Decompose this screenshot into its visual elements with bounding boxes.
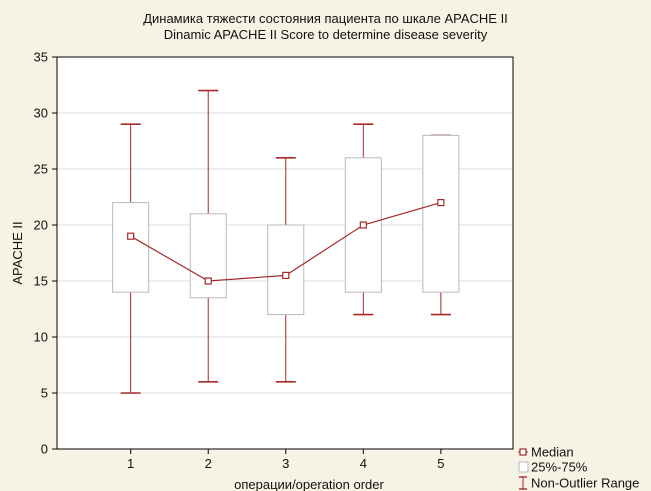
legend-box-label: 25%-75% <box>531 460 588 475</box>
iqr-box <box>189 213 227 299</box>
x-tick-label: 2 <box>205 456 212 471</box>
y-tick-label: 25 <box>34 162 48 177</box>
chart-subtitle: Dinamic APACHE II Score to determine dis… <box>163 27 488 42</box>
plot-frame <box>56 56 514 450</box>
median-point <box>437 199 445 207</box>
y-tick-label: 20 <box>34 218 48 233</box>
y-tick-label: 10 <box>34 330 48 345</box>
iqr-box <box>112 202 150 293</box>
median-point <box>204 277 212 285</box>
x-axis-label: операции/operation order <box>234 477 384 491</box>
y-tick-label: 5 <box>41 386 48 401</box>
legend-range-label: Non-Outlier Range <box>531 476 639 491</box>
y-tick-label: 35 <box>34 50 48 65</box>
legend-box-icon <box>518 461 529 473</box>
median-point <box>127 232 135 240</box>
median-point <box>359 221 367 229</box>
legend-median-label: Median <box>531 445 574 460</box>
x-tick-label: 1 <box>127 456 134 471</box>
x-tick-label: 5 <box>437 456 444 471</box>
iqr-box <box>267 224 305 316</box>
median-point <box>282 271 290 279</box>
y-tick-label: 0 <box>41 442 48 457</box>
legend-median-icon <box>519 448 527 456</box>
chart-title: Динамика тяжести состояния пациента по ш… <box>143 11 508 26</box>
iqr-box <box>422 134 460 293</box>
x-tick-label: 4 <box>360 456 367 471</box>
y-axis-label: APACHE II <box>10 221 25 284</box>
x-tick-label: 3 <box>282 456 289 471</box>
y-tick-label: 30 <box>34 106 48 121</box>
y-tick-label: 15 <box>34 274 48 289</box>
